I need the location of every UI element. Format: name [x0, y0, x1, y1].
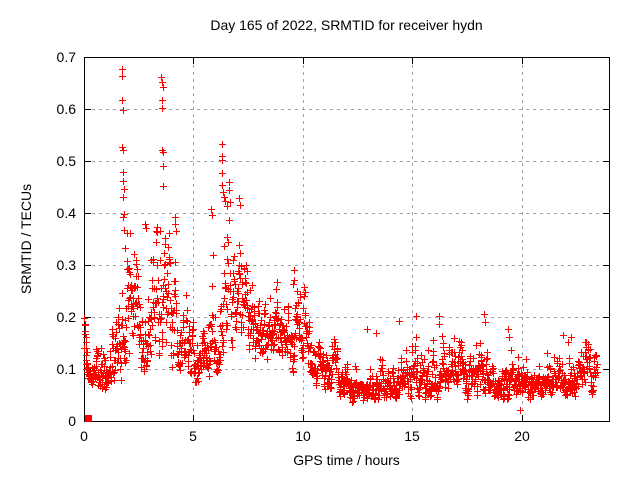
y-tick-label: 0.7	[57, 49, 77, 65]
y-tick-label: 0.6	[57, 101, 77, 117]
plot-border	[84, 57, 610, 422]
y-tick-label: 0.5	[57, 153, 77, 169]
y-tick-label: 0	[68, 413, 76, 429]
y-tick-label: 0.2	[57, 309, 77, 325]
x-tick-label: 10	[295, 428, 311, 444]
origin-square-marker	[85, 415, 92, 422]
axis-ticks	[84, 57, 609, 422]
y-tick-label: 0.4	[57, 205, 77, 221]
x-tick-label: 0	[80, 428, 88, 444]
x-tick-label: 20	[514, 428, 530, 444]
x-tick-label: 5	[189, 428, 197, 444]
x-axis-label: GPS time / hours	[293, 452, 400, 468]
chart-title: Day 165 of 2022, SRMTID for receiver hyd…	[210, 17, 483, 33]
y-tick-label: 0.3	[57, 257, 77, 273]
x-tick-label: 15	[404, 428, 420, 444]
scatter-points	[81, 66, 601, 414]
y-tick-label: 0.1	[57, 361, 77, 377]
